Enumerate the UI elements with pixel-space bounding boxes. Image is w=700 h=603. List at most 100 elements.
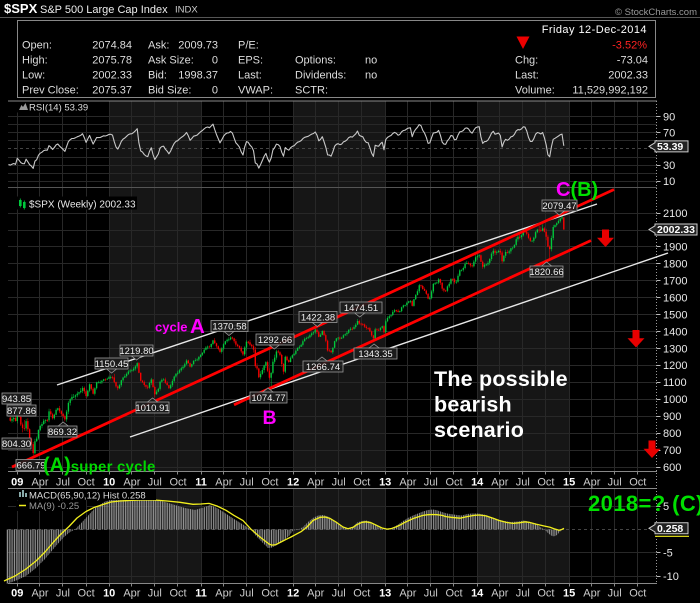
svg-text:(A)super cycle: (A)super cycle <box>43 455 156 477</box>
svg-text:12: 12 <box>287 477 299 489</box>
svg-text:2002.33: 2002.33 <box>657 224 695 236</box>
svg-text:B: B <box>263 407 277 429</box>
svg-text:Oct: Oct <box>353 588 370 600</box>
svg-text:1422.38: 1422.38 <box>301 312 335 323</box>
svg-text:Oct: Oct <box>78 477 95 489</box>
svg-text:Apr: Apr <box>491 477 508 489</box>
svg-text:Oct: Oct <box>537 477 554 489</box>
svg-text:1074.77: 1074.77 <box>251 393 285 404</box>
svg-text:Friday 12-Dec-2014: Friday 12-Dec-2014 <box>542 24 647 36</box>
svg-text:Prev Close:: Prev Close: <box>22 85 79 97</box>
svg-text:Jul: Jul <box>424 477 438 489</box>
svg-text:2009.73: 2009.73 <box>178 40 218 52</box>
svg-text:1300: 1300 <box>663 343 687 355</box>
svg-text:Ask Size:: Ask Size: <box>148 55 194 67</box>
svg-text:S&P 500 Large Cap Index: S&P 500 Large Cap Index <box>40 4 168 16</box>
svg-text:53.39: 53.39 <box>657 141 683 153</box>
svg-text:RSI(14) 53.39: RSI(14) 53.39 <box>29 103 88 114</box>
svg-text:09: 09 <box>11 588 23 600</box>
svg-text:Jul: Jul <box>516 477 530 489</box>
svg-text:Oct: Oct <box>629 477 646 489</box>
svg-text:Jul: Jul <box>608 477 622 489</box>
svg-text:5: 5 <box>663 501 669 513</box>
svg-text:Jul: Jul <box>424 588 438 600</box>
svg-text:1998.37: 1998.37 <box>178 70 218 82</box>
svg-text:VWAP:: VWAP: <box>238 85 273 97</box>
svg-text:1474.51: 1474.51 <box>344 303 378 314</box>
svg-text:Apr: Apr <box>215 477 232 489</box>
svg-text:09: 09 <box>11 477 23 489</box>
svg-text:700: 700 <box>663 445 681 457</box>
svg-text:1100: 1100 <box>663 377 687 389</box>
svg-text:2100: 2100 <box>663 208 687 220</box>
svg-text:MACD(65,90,12) Hist 0.258: MACD(65,90,12) Hist 0.258 <box>29 491 146 502</box>
svg-text:Apr: Apr <box>307 477 324 489</box>
svg-text:2075.37: 2075.37 <box>92 85 132 97</box>
svg-text:2002.33: 2002.33 <box>608 70 648 82</box>
svg-text:Apr: Apr <box>583 477 600 489</box>
svg-text:$SPX: $SPX <box>4 1 38 16</box>
svg-text:11: 11 <box>195 477 207 489</box>
svg-text:Jul: Jul <box>148 588 162 600</box>
svg-text:Jul: Jul <box>332 477 346 489</box>
svg-text:© StockCharts.com: © StockCharts.com <box>615 7 697 18</box>
svg-text:1820.66: 1820.66 <box>529 267 563 278</box>
svg-text:Apr: Apr <box>399 588 416 600</box>
svg-text:1200: 1200 <box>663 360 687 372</box>
svg-text:Dividends:: Dividends: <box>295 70 346 82</box>
svg-text:2002.33: 2002.33 <box>92 70 132 82</box>
svg-text:13: 13 <box>379 588 391 600</box>
svg-text:Bid Size:: Bid Size: <box>148 85 191 97</box>
svg-text:High:: High: <box>22 55 48 67</box>
svg-text:INDX: INDX <box>175 5 198 16</box>
svg-text:30: 30 <box>663 160 675 172</box>
svg-text:Jul: Jul <box>516 588 530 600</box>
svg-text:The possible: The possible <box>434 367 568 391</box>
svg-text:MA(9) -0.25: MA(9) -0.25 <box>29 501 79 512</box>
svg-text:10: 10 <box>663 176 675 188</box>
svg-text:cycle: cycle <box>155 320 188 335</box>
svg-text:943.85: 943.85 <box>2 394 31 405</box>
svg-text:Oct: Oct <box>169 588 186 600</box>
svg-text:Oct: Oct <box>78 588 95 600</box>
svg-text:C(B): C(B) <box>556 179 598 201</box>
svg-text:15: 15 <box>563 588 575 600</box>
svg-text:70: 70 <box>663 128 675 140</box>
svg-text:1800: 1800 <box>663 259 687 271</box>
svg-text:Last:: Last: <box>515 70 539 82</box>
svg-text:12: 12 <box>287 588 299 600</box>
svg-text:11: 11 <box>195 588 207 600</box>
svg-text:1343.35: 1343.35 <box>358 349 392 360</box>
svg-text:0.258: 0.258 <box>657 523 683 535</box>
svg-text:Apr: Apr <box>307 588 324 600</box>
svg-text:Apr: Apr <box>399 477 416 489</box>
svg-text:bearish: bearish <box>434 393 512 417</box>
svg-text:Ask:: Ask: <box>148 40 169 52</box>
svg-text:1370.58: 1370.58 <box>212 321 246 332</box>
svg-text:Chg:: Chg: <box>515 55 538 67</box>
svg-text:Open:: Open: <box>22 40 52 52</box>
svg-text:10: 10 <box>103 588 115 600</box>
svg-text:Bid:: Bid: <box>148 70 167 82</box>
svg-text:-5: -5 <box>663 548 673 560</box>
svg-text:869.32: 869.32 <box>48 427 77 438</box>
svg-text:Apr: Apr <box>31 477 48 489</box>
svg-text:scenario: scenario <box>434 418 524 442</box>
svg-text:Apr: Apr <box>123 588 140 600</box>
svg-text:1000: 1000 <box>663 394 687 406</box>
svg-text:-73.04: -73.04 <box>617 55 648 67</box>
svg-text:11,529,992,192: 11,529,992,192 <box>572 85 648 97</box>
svg-text:Jul: Jul <box>240 477 254 489</box>
svg-text:900: 900 <box>663 411 681 423</box>
svg-text:1150.45: 1150.45 <box>95 359 129 370</box>
svg-text:Oct: Oct <box>537 588 554 600</box>
svg-text:Apr: Apr <box>491 588 508 600</box>
svg-text:Apr: Apr <box>123 477 140 489</box>
svg-text:Oct: Oct <box>445 477 462 489</box>
svg-text:Apr: Apr <box>583 588 600 600</box>
svg-text:Oct: Oct <box>169 477 186 489</box>
svg-text:1219.80: 1219.80 <box>119 346 153 357</box>
svg-text:1266.74: 1266.74 <box>306 362 340 373</box>
svg-text:Oct: Oct <box>261 477 278 489</box>
svg-text:0: 0 <box>212 85 218 97</box>
